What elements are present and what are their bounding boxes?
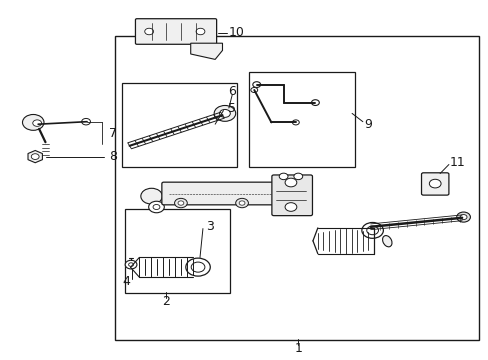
Text: 3: 3 <box>206 220 214 233</box>
FancyBboxPatch shape <box>135 19 216 44</box>
Circle shape <box>141 188 162 204</box>
Circle shape <box>33 120 41 126</box>
Circle shape <box>285 203 296 211</box>
Circle shape <box>366 226 378 235</box>
Circle shape <box>144 28 153 35</box>
Bar <box>122 83 237 167</box>
Circle shape <box>250 87 257 93</box>
Circle shape <box>456 212 469 222</box>
Circle shape <box>178 201 183 205</box>
Circle shape <box>292 120 299 125</box>
Circle shape <box>31 154 39 159</box>
Circle shape <box>311 100 319 105</box>
Bar <box>115 36 478 340</box>
Circle shape <box>153 204 160 210</box>
Circle shape <box>361 222 383 238</box>
Text: 1: 1 <box>294 342 302 355</box>
Circle shape <box>459 215 466 220</box>
Circle shape <box>81 118 90 125</box>
Circle shape <box>293 173 302 180</box>
Text: 7: 7 <box>109 127 117 140</box>
Circle shape <box>191 262 204 272</box>
Text: 2: 2 <box>162 295 170 308</box>
Bar <box>249 72 354 167</box>
FancyBboxPatch shape <box>421 173 448 195</box>
Circle shape <box>125 260 137 269</box>
Bar <box>124 209 229 293</box>
Circle shape <box>185 258 210 276</box>
Circle shape <box>279 173 287 180</box>
Circle shape <box>239 201 244 205</box>
Text: 9: 9 <box>364 118 371 131</box>
Circle shape <box>214 105 235 121</box>
Ellipse shape <box>382 235 391 247</box>
Circle shape <box>22 114 44 130</box>
Polygon shape <box>190 43 222 59</box>
Text: 6: 6 <box>228 85 236 98</box>
Circle shape <box>196 28 204 35</box>
Text: 5: 5 <box>228 102 236 114</box>
Circle shape <box>219 109 230 117</box>
Circle shape <box>174 198 187 208</box>
Circle shape <box>285 178 296 187</box>
FancyBboxPatch shape <box>271 175 312 216</box>
Circle shape <box>148 201 164 213</box>
Circle shape <box>235 198 248 208</box>
Polygon shape <box>28 150 42 163</box>
Text: 10: 10 <box>228 26 244 39</box>
FancyBboxPatch shape <box>162 182 278 205</box>
Circle shape <box>128 263 133 266</box>
Text: 8: 8 <box>109 150 117 163</box>
Circle shape <box>428 179 440 188</box>
Text: 11: 11 <box>449 156 465 168</box>
Circle shape <box>252 82 260 87</box>
Text: 4: 4 <box>122 275 130 288</box>
